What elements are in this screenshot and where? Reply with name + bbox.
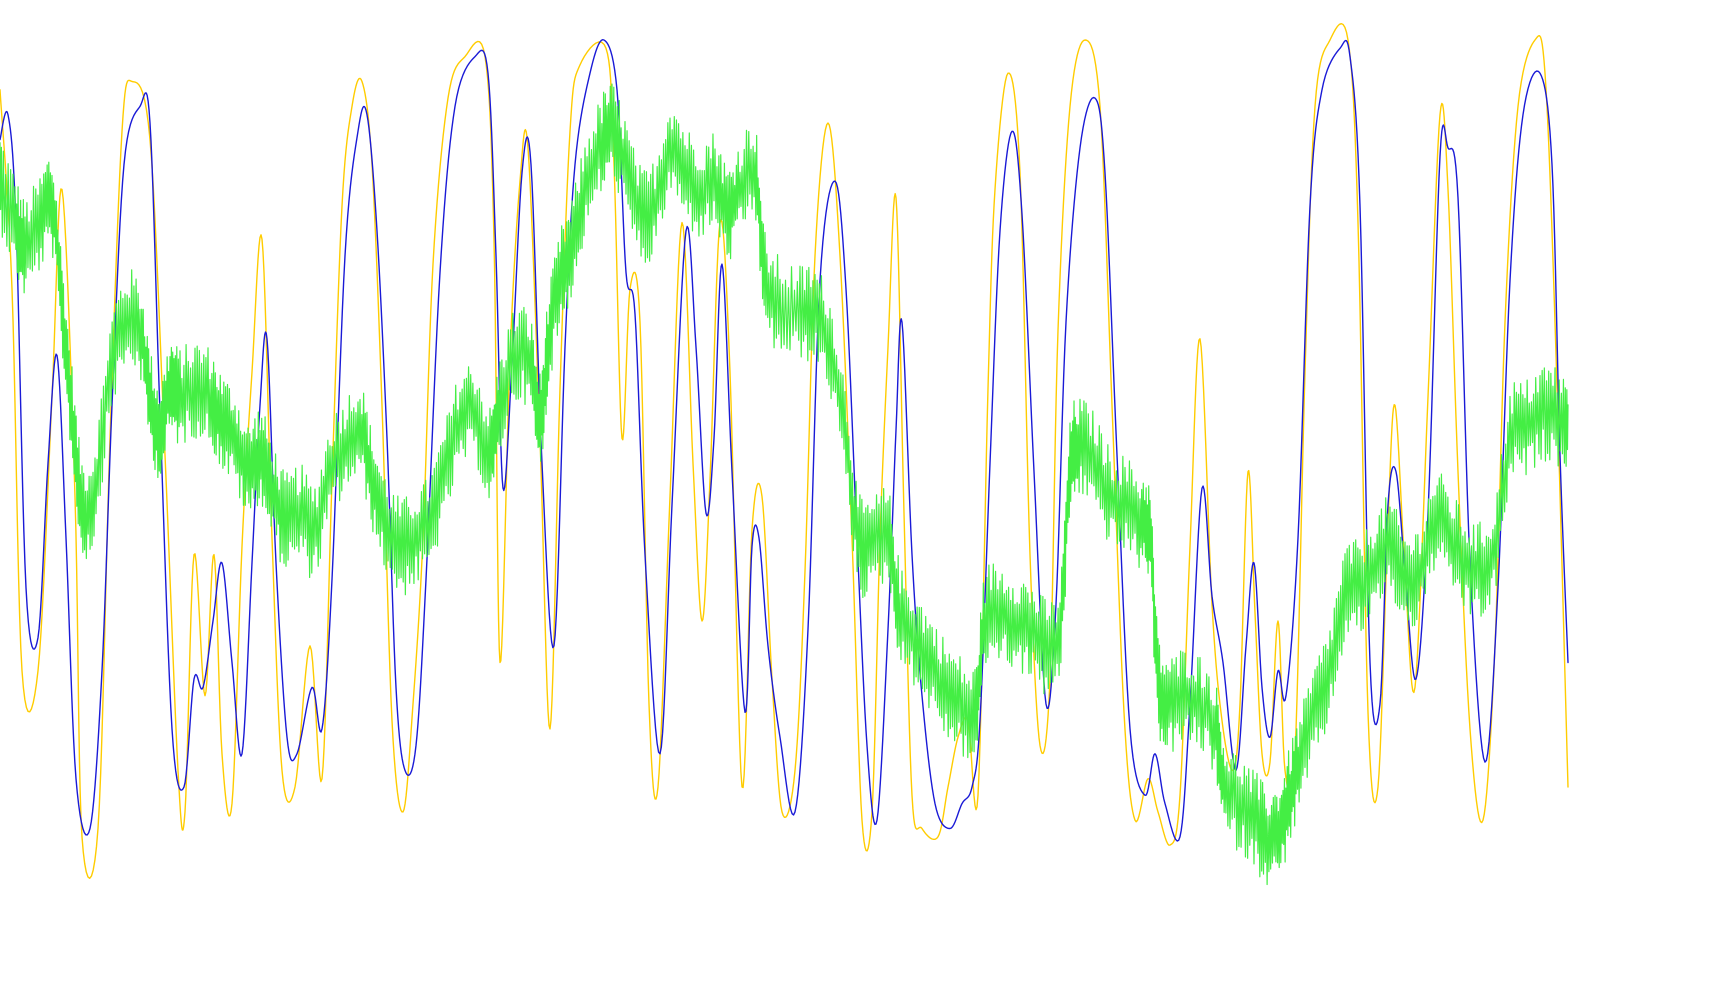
series-line-2 (0, 39, 1569, 842)
series-line-3 (0, 83, 1569, 886)
series-layer (0, 22, 1569, 886)
